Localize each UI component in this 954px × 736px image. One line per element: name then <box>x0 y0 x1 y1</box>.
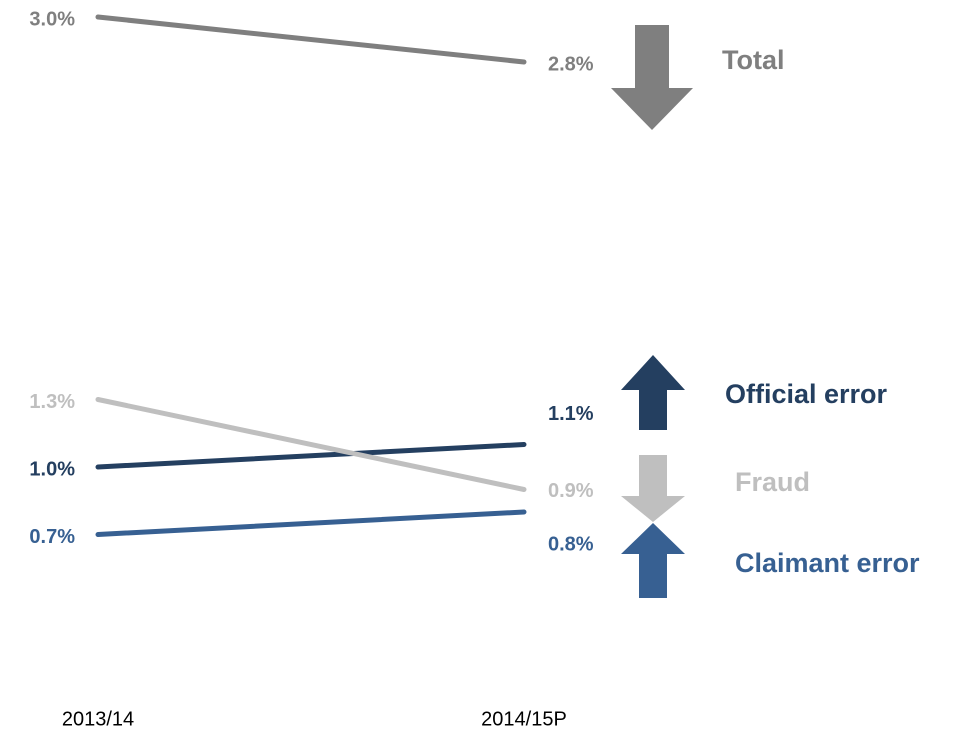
value-label: 1.1% <box>548 403 594 425</box>
x-tick-label: 2014/15P <box>481 708 567 730</box>
series-line <box>95 397 527 492</box>
value-label: 1.0% <box>29 458 75 480</box>
value-label: 2.8% <box>548 53 594 75</box>
legend-label: Total <box>722 45 785 75</box>
value-label: 3.0% <box>29 8 75 30</box>
value-label: 1.3% <box>29 391 75 413</box>
series-line <box>95 509 527 537</box>
trend-arrow <box>611 25 693 130</box>
legend-label: Claimant error <box>735 548 920 578</box>
trend-arrow <box>621 455 685 522</box>
trend-arrow <box>621 523 685 598</box>
x-tick-label: 2013/14 <box>62 708 134 730</box>
series-line <box>95 14 527 65</box>
value-label: 0.9% <box>548 480 594 502</box>
value-label: 0.8% <box>548 533 594 555</box>
value-label: 0.7% <box>29 526 75 548</box>
legend-label: Official error <box>725 379 888 409</box>
series-line <box>95 442 527 470</box>
trend-arrow <box>621 355 685 430</box>
legend-label: Fraud <box>735 467 810 497</box>
